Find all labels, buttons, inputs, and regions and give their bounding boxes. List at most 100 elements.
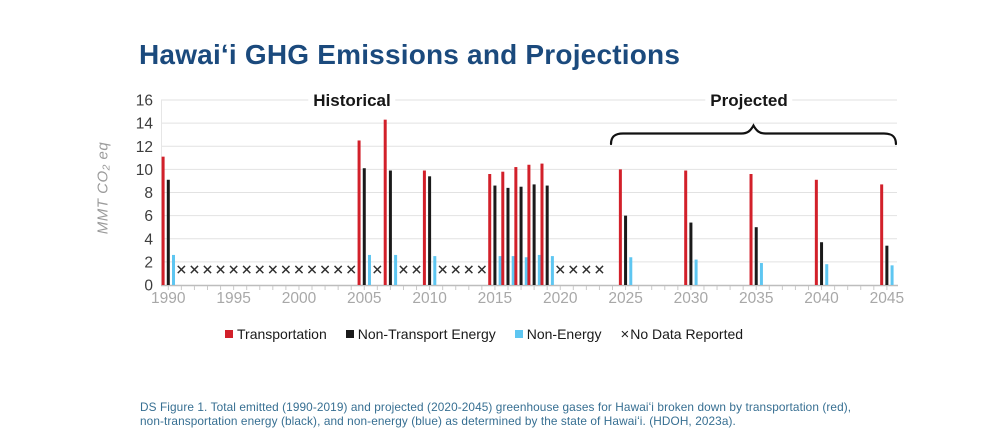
bar-transportation-2045 [880,184,884,285]
y-tick-label: 16 [136,93,153,110]
no-data-mark-2004 [347,265,356,274]
no-data-mark-2021 [569,265,578,274]
no-data-mark-2006 [373,265,382,274]
y-tick-label: 0 [144,278,153,295]
bar-non-transport-energy-2005 [362,168,366,285]
x-tick-label: 2020 [543,290,578,307]
bar-non-energy-1990 [172,254,175,285]
legend-item-non-transport-energy: Non-Transport Energy [345,326,496,342]
bar-transportation-2018 [527,164,531,285]
legend-label: Non-Transport Energy [357,326,496,342]
no-data-mark-1991 [177,265,186,274]
bar-non-transport-energy-2015 [493,185,497,285]
x-tick-label: 2010 [412,290,447,307]
bar-transportation-2005 [357,140,361,285]
legend-label: Transportation [237,326,327,342]
bar-non-transport-energy-1990 [166,179,170,285]
bar-non-energy-2010 [433,256,437,285]
no-data-mark-1999 [281,265,291,274]
x-tick-label: 2045 [870,290,904,307]
bar-transportation-2030 [684,170,688,285]
x-mark-icon: × [620,325,630,343]
x-tick-label: 2040 [804,290,839,307]
legend-item-non-energy: Non-Energy [514,326,602,342]
no-data-mark-1994 [216,265,225,274]
no-data-mark-1997 [255,265,264,274]
bar-non-transport-energy-2016 [506,187,510,285]
no-data-mark-2013 [464,265,473,274]
bar-non-energy-2007 [394,254,398,285]
bar-non-energy-2019 [550,256,554,285]
x-tick-label: 2025 [608,290,642,307]
bar-non-energy-2016 [511,256,515,285]
y-tick-label: 6 [144,208,153,225]
y-axis-unit-label: MMT CO₂ eq [94,141,112,235]
bar-non-energy-2018 [537,254,541,285]
bar-transportation-2025 [618,169,622,285]
legend-label: Non-Energy [526,326,602,342]
bar-transportation-2017 [514,167,518,285]
y-tick-label: 12 [136,139,153,156]
bar-transportation-2040 [814,179,818,285]
bar-non-energy-2015 [498,256,502,285]
bar-non-energy-2035 [759,263,763,285]
transportation-swatch-icon [225,330,233,338]
bar-non-transport-energy-2025 [624,215,628,285]
x-tick-label: 2005 [347,290,381,307]
bar-non-energy-2040 [825,264,829,285]
bar-transportation-2007 [383,119,387,285]
no-data-mark-2009 [412,265,421,274]
bar-non-energy-2045 [890,265,894,285]
no-data-mark-1996 [242,265,251,274]
no-data-mark-2012 [451,265,460,274]
y-tick-label: 2 [144,254,153,271]
no-data-mark-1998 [268,265,277,274]
non-energy-swatch-icon [514,330,523,338]
y-tick-label: 10 [136,162,154,179]
bar-non-energy-2005 [367,254,371,285]
x-tick-label: 2035 [739,290,773,307]
bar-transportation-2015 [488,174,492,285]
no-data-mark-2023 [595,265,604,274]
projected-period-label: Projected [705,91,793,111]
no-data-mark-2001 [307,265,317,274]
no-data-mark-2011 [438,265,447,274]
no-data-mark-2022 [582,265,591,274]
non-transport-energy-swatch-icon [345,330,354,338]
x-tick-label: 2000 [282,290,317,307]
no-data-mark-2000 [294,265,304,274]
no-data-mark-1993 [203,265,212,274]
bar-non-energy-2030 [694,259,698,285]
page-title: Hawaiʻi GHG Emissions and Projections [139,38,681,70]
x-tick-label: 1990 [151,290,186,307]
bar-transportation-2019 [540,163,544,285]
historical-period-label: Historical [308,91,396,111]
bar-non-transport-energy-2018 [532,184,536,285]
figure-caption: DS Figure 1. Total emitted (1990-2019) a… [140,399,852,429]
no-data-mark-2020 [556,265,565,274]
bar-non-energy-2017 [524,257,528,285]
bar-non-transport-energy-2007 [388,170,392,285]
bar-transportation-2010 [422,170,426,285]
no-data-mark-1992 [190,265,199,274]
bar-transportation-1990 [161,156,165,285]
bar-transportation-2035 [749,174,753,285]
no-data-mark-2003 [334,265,343,274]
chart-legend: Transportation Non-Transport Energy Non-… [225,326,743,342]
x-tick-label: 2030 [674,290,709,307]
legend-label: No Data Reported [630,326,744,342]
legend-item-no-data-reported: × No Data Reported [620,326,743,342]
bar-non-transport-energy-2045 [885,245,889,285]
x-tick-label: 2015 [478,290,512,307]
y-tick-label: 14 [136,116,154,133]
bar-non-transport-energy-2030 [689,222,693,285]
bar-non-transport-energy-2019 [545,185,549,285]
no-data-mark-2014 [477,265,486,274]
y-tick-label: 8 [144,185,153,202]
no-data-mark-2008 [399,265,408,274]
bar-non-energy-2025 [629,257,633,285]
bar-transportation-2016 [501,171,505,285]
no-data-mark-1995 [229,265,238,274]
